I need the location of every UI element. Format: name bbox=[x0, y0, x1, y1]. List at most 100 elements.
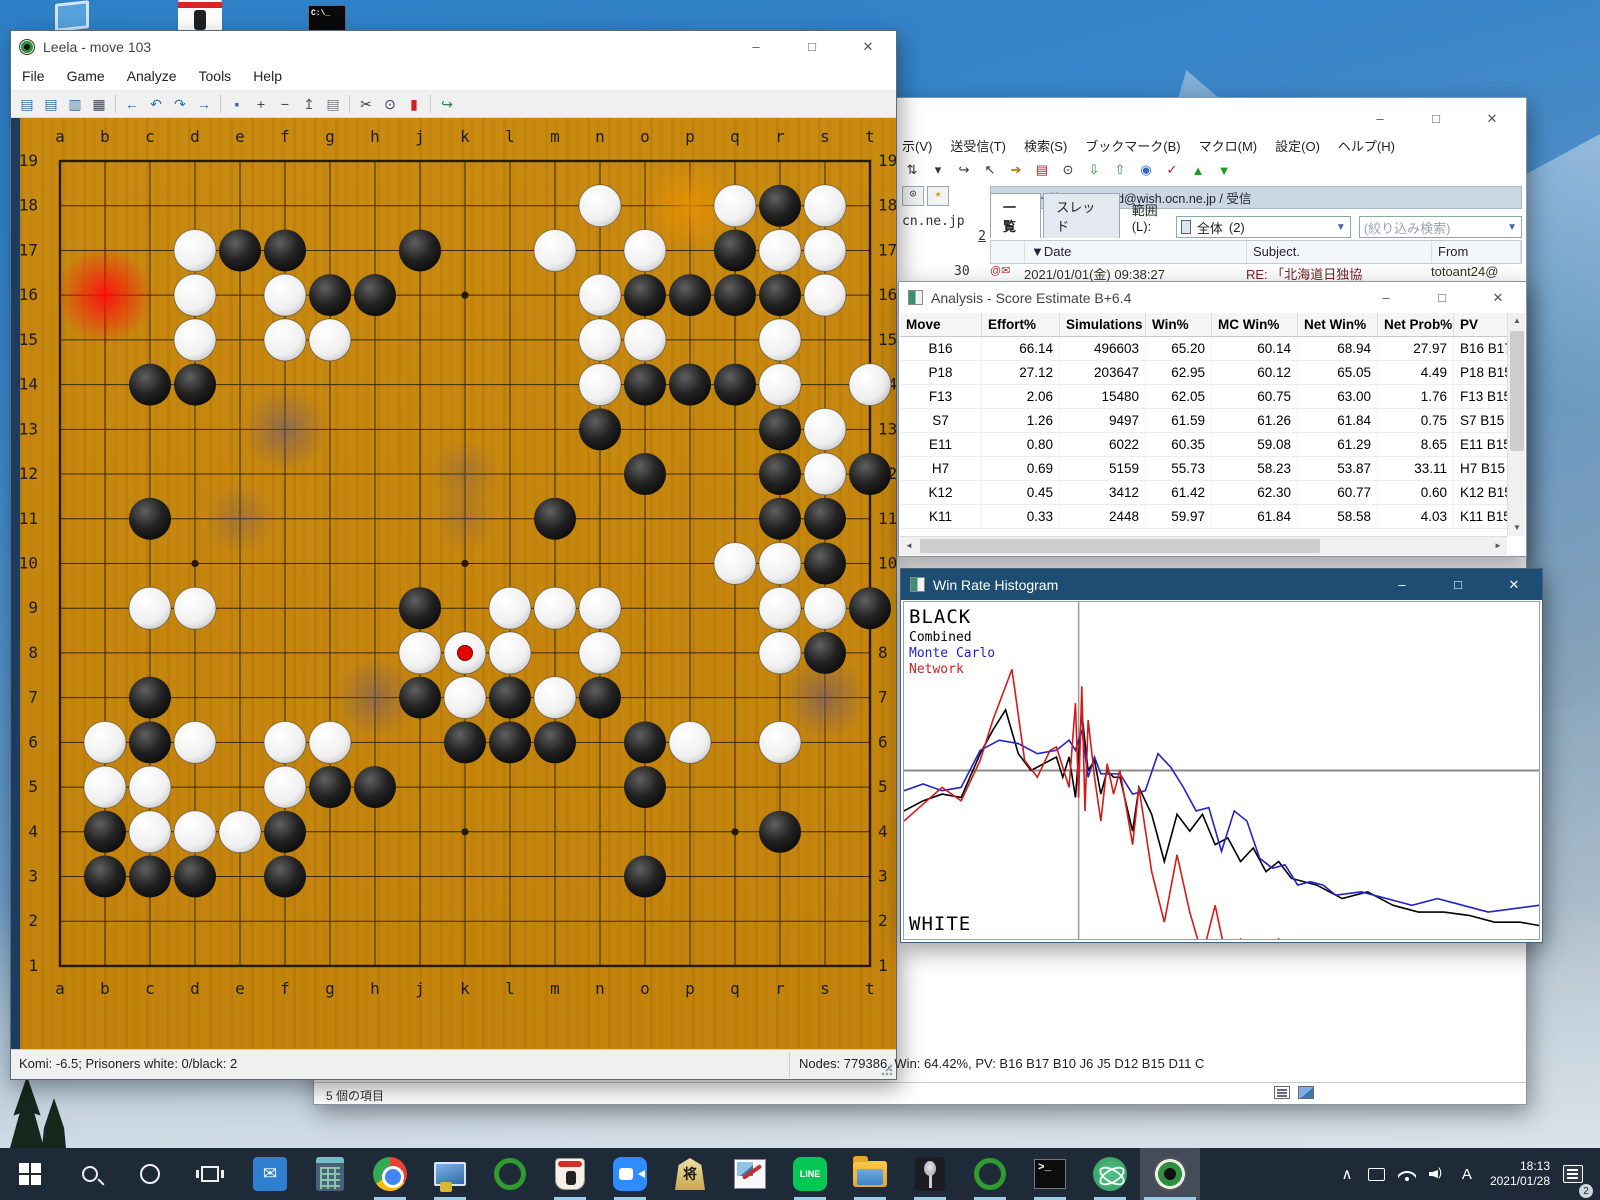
mail-menu-item[interactable]: 送受信(T) bbox=[950, 139, 1006, 154]
analysis-cell-P18-effort[interactable]: 27.12 bbox=[982, 361, 1060, 385]
address-book-icon[interactable]: ▤ bbox=[1035, 162, 1049, 177]
analysis-cell-S7-move[interactable]: S7 bbox=[900, 409, 982, 433]
column-header-pv[interactable]: PV bbox=[1454, 313, 1507, 337]
check-icon[interactable]: ✓ bbox=[1166, 162, 1178, 177]
notification-icon[interactable]: 2 bbox=[1560, 1154, 1593, 1198]
resign-icon[interactable]: ▮ bbox=[410, 95, 418, 112]
column-header-effort[interactable]: Effort% bbox=[982, 313, 1060, 337]
mail-menu-item[interactable]: 設定(O) bbox=[1275, 139, 1320, 154]
ime-indicator[interactable]: A bbox=[1461, 1165, 1472, 1183]
resize-grip[interactable] bbox=[880, 1063, 894, 1077]
analysis-cell-F13-netwin[interactable]: 63.00 bbox=[1298, 385, 1378, 409]
scrollbar-thumb[interactable] bbox=[1510, 331, 1524, 451]
search-folder-icon[interactable]: ⊙ bbox=[902, 186, 924, 206]
scroll-left-icon[interactable]: ◄ bbox=[905, 541, 913, 550]
open-icon[interactable]: ▥ bbox=[68, 95, 82, 112]
analysis-cell-B16-netwin[interactable]: 68.94 bbox=[1298, 337, 1378, 361]
range-dropdown[interactable]: 全体 (2) ▼ bbox=[1175, 216, 1351, 238]
analysis-cell-S7-netprob[interactable]: 0.75 bbox=[1378, 409, 1454, 433]
column-header-move[interactable]: Move bbox=[900, 313, 982, 337]
analysis-cell-P18-mcwin[interactable]: 60.12 bbox=[1212, 361, 1298, 385]
column-header-netwin[interactable]: Net Win% bbox=[1298, 313, 1378, 337]
desktop-icon-display[interactable] bbox=[55, 0, 89, 32]
analysis-cell-K12-pv[interactable]: K12 B15 E bbox=[1454, 481, 1507, 505]
desktop-icon-terminal[interactable]: C:\_ bbox=[308, 5, 346, 32]
analysis-cell-E11-netprob[interactable]: 8.65 bbox=[1378, 433, 1454, 457]
start-button[interactable] bbox=[0, 1148, 60, 1200]
zoom-out-icon[interactable]: − bbox=[280, 96, 290, 112]
menu-file[interactable]: File bbox=[22, 68, 45, 84]
new-variation-icon[interactable]: ▤ bbox=[44, 95, 58, 112]
cortana-button[interactable] bbox=[120, 1148, 180, 1200]
next-icon[interactable]: ▼ bbox=[1217, 162, 1231, 178]
mail-menu-item[interactable]: ブックマーク(B) bbox=[1085, 139, 1181, 154]
maximize-button[interactable]: □ bbox=[1432, 111, 1440, 126]
analysis-cell-F13-sims[interactable]: 15480 bbox=[1060, 385, 1146, 409]
analysis-table[interactable]: Move Effort% Simulations Win% MC Win% Net Win… bbox=[900, 313, 1507, 536]
analysis-cell-F13-netprob[interactable]: 1.76 bbox=[1378, 385, 1454, 409]
folder-name[interactable]: cn.ne.jp bbox=[902, 214, 965, 229]
new-board-icon[interactable]: ▤ bbox=[20, 95, 34, 112]
leela-titlebar[interactable]: Leela - move 103 bbox=[11, 31, 896, 62]
analysis-cell-E11-pv[interactable]: E11 B15 B bbox=[1454, 433, 1507, 457]
search-icon[interactable]: ⊙ bbox=[1062, 162, 1074, 177]
analysis-cell-E11-mcwin[interactable]: 59.08 bbox=[1212, 433, 1298, 457]
analysis-cell-P18-sims[interactable]: 203647 bbox=[1060, 361, 1146, 385]
analysis-cell-B16-netprob[interactable]: 27.97 bbox=[1378, 337, 1454, 361]
analysis-cell-H7-netprob[interactable]: 33.11 bbox=[1378, 457, 1454, 481]
search-button[interactable] bbox=[60, 1148, 120, 1200]
column-header-netprob[interactable]: Net Prob% bbox=[1378, 313, 1454, 337]
reply-icon[interactable]: ↖ bbox=[984, 162, 996, 177]
analysis-cell-S7-effort[interactable]: 1.26 bbox=[982, 409, 1060, 433]
analysis-cell-B16-mcwin[interactable]: 60.14 bbox=[1212, 337, 1298, 361]
minimize-button[interactable]: – bbox=[1382, 290, 1390, 305]
tray-expand-icon[interactable]: ∧ bbox=[1341, 1166, 1353, 1183]
analysis-cell-B16-sims[interactable]: 496603 bbox=[1060, 337, 1146, 361]
col-from[interactable]: From bbox=[1432, 241, 1521, 263]
print-icon[interactable]: ▤ bbox=[326, 95, 340, 112]
analysis-cell-P18-win[interactable]: 62.95 bbox=[1146, 361, 1212, 385]
mail-app[interactable]: ✉ bbox=[240, 1148, 300, 1200]
atom-app[interactable] bbox=[1080, 1148, 1140, 1200]
analysis-cell-K11-netwin[interactable]: 58.58 bbox=[1298, 505, 1378, 529]
task-view-button[interactable] bbox=[180, 1148, 240, 1200]
analysis-cell-E11-sims[interactable]: 6022 bbox=[1060, 433, 1146, 457]
horizontal-scrollbar[interactable]: ◄ ► bbox=[900, 536, 1507, 555]
clock[interactable]: 18:13 2021/01/28 bbox=[1489, 1159, 1550, 1188]
analysis-cell-S7-pv[interactable]: S7 B15 B1 bbox=[1454, 409, 1507, 433]
analysis-cell-B16-effort[interactable]: 66.14 bbox=[982, 337, 1060, 361]
igo-app[interactable] bbox=[540, 1148, 600, 1200]
forward-icon[interactable]: ↪ bbox=[958, 162, 970, 177]
minimize-button[interactable]: – bbox=[752, 39, 760, 54]
analysis-cell-H7-mcwin[interactable]: 58.23 bbox=[1212, 457, 1298, 481]
histogram-titlebar[interactable]: Win Rate Histogram bbox=[901, 569, 1542, 600]
analysis-cell-K12-netwin[interactable]: 60.77 bbox=[1298, 481, 1378, 505]
column-header-simulations[interactable]: Simulations bbox=[1060, 313, 1146, 337]
column-header-win[interactable]: Win% bbox=[1146, 313, 1212, 337]
close-button[interactable]: ✕ bbox=[1492, 289, 1504, 305]
col-subject[interactable]: Subject. bbox=[1247, 241, 1432, 263]
vertical-scrollbar[interactable]: ▲ ▼ bbox=[1507, 313, 1525, 536]
analysis-cell-K12-effort[interactable]: 0.45 bbox=[982, 481, 1060, 505]
analysis-cell-K11-win[interactable]: 59.97 bbox=[1146, 505, 1212, 529]
analysis-cell-E11-win[interactable]: 60.35 bbox=[1146, 433, 1212, 457]
analysis-cell-S7-netwin[interactable]: 61.84 bbox=[1298, 409, 1378, 433]
terminal-app[interactable]: >_ bbox=[1020, 1148, 1080, 1200]
leela-app[interactable] bbox=[1140, 1148, 1200, 1200]
undo-icon[interactable]: ↶ bbox=[150, 95, 162, 112]
analysis-cell-P18-netprob[interactable]: 4.49 bbox=[1378, 361, 1454, 385]
analysis-cell-K11-netprob[interactable]: 4.03 bbox=[1378, 505, 1454, 529]
zoom-app[interactable] bbox=[600, 1148, 660, 1200]
analysis-cell-H7-netwin[interactable]: 53.87 bbox=[1298, 457, 1378, 481]
favorite-icon[interactable]: ★ bbox=[927, 186, 949, 206]
move-folder-icon[interactable]: ➔ bbox=[1010, 162, 1022, 177]
green-ring2-app[interactable] bbox=[960, 1148, 1020, 1200]
analysis-cell-H7-sims[interactable]: 5159 bbox=[1060, 457, 1146, 481]
analysis-cell-H7-effort[interactable]: 0.69 bbox=[982, 457, 1060, 481]
mail-menu-item[interactable]: ヘルプ(H) bbox=[1337, 139, 1395, 154]
analysis-cell-B16-move[interactable]: B16 bbox=[900, 337, 982, 361]
calculator-app[interactable] bbox=[300, 1148, 360, 1200]
search-up-icon[interactable]: ⇧ bbox=[1114, 162, 1126, 177]
wifi-icon[interactable] bbox=[1394, 1154, 1420, 1194]
mail-menu-item[interactable]: 示(V) bbox=[902, 139, 933, 154]
